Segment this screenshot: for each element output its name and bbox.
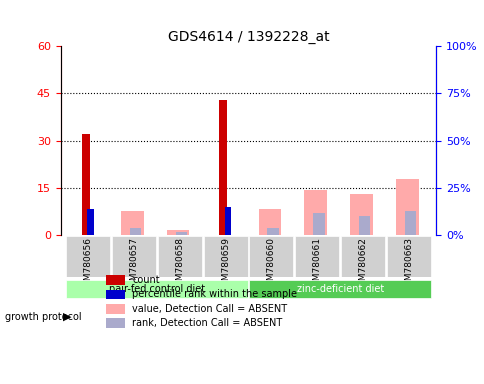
Bar bbox=[106, 290, 124, 300]
Bar bbox=[304, 190, 326, 235]
FancyBboxPatch shape bbox=[66, 236, 110, 277]
Bar bbox=[313, 213, 324, 235]
FancyBboxPatch shape bbox=[249, 236, 293, 277]
Text: GSM780658: GSM780658 bbox=[175, 237, 184, 292]
Text: GSM780657: GSM780657 bbox=[129, 237, 138, 292]
Text: GSM780659: GSM780659 bbox=[221, 237, 230, 292]
Bar bbox=[359, 217, 370, 235]
Bar bbox=[349, 194, 372, 235]
Bar bbox=[267, 228, 278, 235]
Bar bbox=[175, 232, 187, 235]
Text: count: count bbox=[132, 275, 159, 285]
Title: GDS4614 / 1392228_at: GDS4614 / 1392228_at bbox=[167, 30, 329, 44]
Bar bbox=[219, 100, 227, 235]
Bar bbox=[106, 304, 124, 314]
Text: GSM780663: GSM780663 bbox=[404, 237, 413, 292]
FancyBboxPatch shape bbox=[203, 236, 247, 277]
Bar bbox=[106, 275, 124, 285]
Bar bbox=[225, 207, 231, 235]
Text: GSM780661: GSM780661 bbox=[312, 237, 321, 292]
Bar bbox=[121, 211, 143, 235]
Bar bbox=[166, 230, 189, 235]
FancyBboxPatch shape bbox=[157, 236, 201, 277]
Bar bbox=[106, 318, 124, 328]
FancyBboxPatch shape bbox=[295, 236, 339, 277]
Bar bbox=[81, 134, 90, 235]
Text: GSM780662: GSM780662 bbox=[358, 237, 367, 292]
Text: GSM780656: GSM780656 bbox=[83, 237, 92, 292]
Text: GSM780660: GSM780660 bbox=[266, 237, 275, 292]
Bar bbox=[258, 209, 281, 235]
Bar bbox=[395, 179, 418, 235]
Bar bbox=[404, 211, 415, 235]
Text: ▶: ▶ bbox=[63, 312, 72, 322]
Text: rank, Detection Call = ABSENT: rank, Detection Call = ABSENT bbox=[132, 318, 282, 328]
FancyBboxPatch shape bbox=[386, 236, 430, 277]
Bar bbox=[87, 209, 93, 235]
Bar bbox=[130, 228, 141, 235]
FancyBboxPatch shape bbox=[340, 236, 384, 277]
FancyBboxPatch shape bbox=[112, 236, 156, 277]
Text: growth protocol: growth protocol bbox=[5, 312, 81, 322]
Text: value, Detection Call = ABSENT: value, Detection Call = ABSENT bbox=[132, 304, 287, 314]
Text: percentile rank within the sample: percentile rank within the sample bbox=[132, 289, 296, 299]
